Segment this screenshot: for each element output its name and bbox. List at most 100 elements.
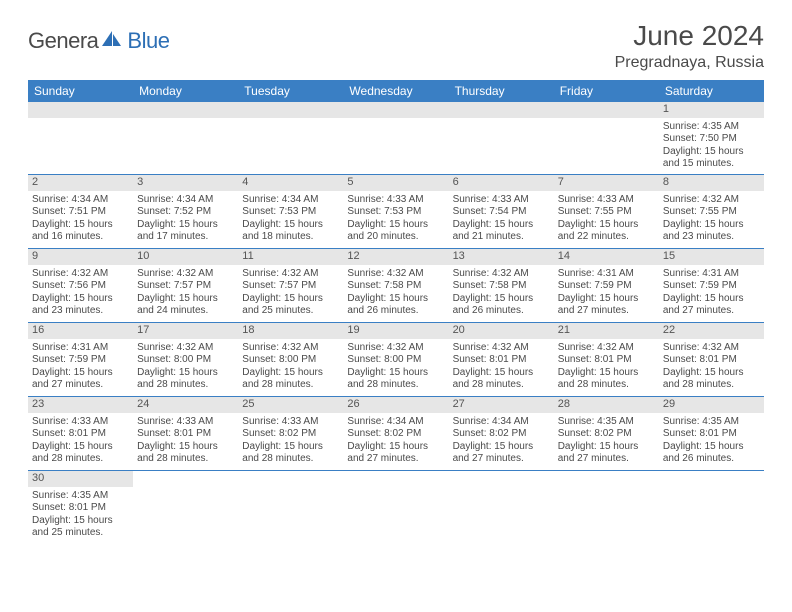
sunrise-text: Sunrise: 4:33 AM [242,416,339,429]
weekday-header-row: Sunday Monday Tuesday Wednesday Thursday… [28,80,764,102]
day-number: 26 [343,397,448,413]
daylight-text: Daylight: 15 hours and 28 minutes. [558,367,655,392]
calendar-cell: 23Sunrise: 4:33 AMSunset: 8:01 PMDayligh… [28,396,133,470]
calendar-cell: 27Sunrise: 4:34 AMSunset: 8:02 PMDayligh… [449,396,554,470]
daylight-text: Daylight: 15 hours and 15 minutes. [663,146,760,171]
weekday-header: Tuesday [238,80,343,102]
calendar-cell: 22Sunrise: 4:32 AMSunset: 8:01 PMDayligh… [659,322,764,396]
sunrise-text: Sunrise: 4:32 AM [347,268,444,281]
calendar-cell: 1Sunrise: 4:35 AMSunset: 7:50 PMDaylight… [659,102,764,174]
header: Genera Blue June 2024 Pregradnaya, Russi… [28,20,764,72]
sunset-text: Sunset: 7:59 PM [558,280,655,293]
daylight-text: Daylight: 15 hours and 16 minutes. [32,219,129,244]
sunrise-text: Sunrise: 4:34 AM [137,194,234,207]
sunset-text: Sunset: 8:02 PM [242,428,339,441]
sunrise-text: Sunrise: 4:34 AM [453,416,550,429]
sunset-text: Sunset: 8:01 PM [663,354,760,367]
sunrise-text: Sunrise: 4:31 AM [663,268,760,281]
day-number: 12 [343,249,448,265]
day-number: 29 [659,397,764,413]
logo-text-general: Genera [28,28,98,54]
daylight-text: Daylight: 15 hours and 28 minutes. [137,441,234,466]
calendar-cell: 8Sunrise: 4:32 AMSunset: 7:55 PMDaylight… [659,174,764,248]
day-number: 11 [238,249,343,265]
calendar-cell [659,470,764,544]
calendar-cell [449,102,554,174]
sunrise-text: Sunrise: 4:32 AM [137,268,234,281]
weekday-header: Sunday [28,80,133,102]
sunrise-text: Sunrise: 4:32 AM [32,268,129,281]
sunrise-text: Sunrise: 4:32 AM [137,342,234,355]
day-number: 1 [659,102,764,118]
calendar-row: 30Sunrise: 4:35 AMSunset: 8:01 PMDayligh… [28,470,764,544]
sunrise-text: Sunrise: 4:32 AM [558,342,655,355]
sunrise-text: Sunrise: 4:33 AM [453,194,550,207]
day-number: 23 [28,397,133,413]
daylight-text: Daylight: 15 hours and 27 minutes. [558,293,655,318]
day-number: 22 [659,323,764,339]
sunrise-text: Sunrise: 4:33 AM [137,416,234,429]
sunrise-text: Sunrise: 4:35 AM [558,416,655,429]
sunset-text: Sunset: 8:02 PM [558,428,655,441]
sunset-text: Sunset: 7:59 PM [32,354,129,367]
sunset-text: Sunset: 7:55 PM [663,206,760,219]
day-number: 19 [343,323,448,339]
sunset-text: Sunset: 7:57 PM [137,280,234,293]
daylight-text: Daylight: 15 hours and 26 minutes. [347,293,444,318]
daylight-text: Daylight: 15 hours and 28 minutes. [242,367,339,392]
calendar-cell: 17Sunrise: 4:32 AMSunset: 8:00 PMDayligh… [133,322,238,396]
sunrise-text: Sunrise: 4:33 AM [558,194,655,207]
calendar-cell: 9Sunrise: 4:32 AMSunset: 7:56 PMDaylight… [28,248,133,322]
sunset-text: Sunset: 7:58 PM [347,280,444,293]
calendar-cell [28,102,133,174]
daylight-text: Daylight: 15 hours and 27 minutes. [558,441,655,466]
calendar-row: 1Sunrise: 4:35 AMSunset: 7:50 PMDaylight… [28,102,764,174]
sunset-text: Sunset: 8:00 PM [347,354,444,367]
day-number: 8 [659,175,764,191]
daylight-text: Daylight: 15 hours and 27 minutes. [347,441,444,466]
sunset-text: Sunset: 7:55 PM [558,206,655,219]
day-number: 28 [554,397,659,413]
calendar-cell: 25 Sunrise: 4:33 AMSunset: 8:02 PMDayligh… [238,396,343,470]
calendar-cell: 26Sunrise: 4:34 AMSunset: 8:02 PMDayligh… [343,396,448,470]
location: Pregradnaya, Russia [615,54,764,72]
sunrise-text: Sunrise: 4:32 AM [453,268,550,281]
sunset-text: Sunset: 8:01 PM [32,428,129,441]
sunset-text: Sunset: 8:00 PM [137,354,234,367]
day-number: 24 [133,397,238,413]
daylight-text: Daylight: 15 hours and 26 minutes. [663,441,760,466]
logo-sail-icon [101,29,123,54]
calendar-cell: 10Sunrise: 4:32 AMSunset: 7:57 PMDayligh… [133,248,238,322]
calendar-cell: 14Sunrise: 4:31 AMSunset: 7:59 PMDayligh… [554,248,659,322]
day-number: 9 [28,249,133,265]
day-number: 2 [28,175,133,191]
calendar-row: 16Sunrise: 4:31 AMSunset: 7:59 PMDayligh… [28,322,764,396]
month-title: June 2024 [615,20,764,52]
calendar-cell: 24Sunrise: 4:33 AMSunset: 8:01 PMDayligh… [133,396,238,470]
calendar-cell: 6Sunrise: 4:33 AMSunset: 7:54 PMDaylight… [449,174,554,248]
calendar-row: 2Sunrise: 4:34 AMSunset: 7:51 PMDaylight… [28,174,764,248]
sunset-text: Sunset: 8:01 PM [32,502,129,515]
sunset-text: Sunset: 7:56 PM [32,280,129,293]
calendar-cell [133,102,238,174]
sunset-text: Sunset: 7:51 PM [32,206,129,219]
calendar-cell [343,470,448,544]
calendar-cell: 19Sunrise: 4:32 AMSunset: 8:00 PMDayligh… [343,322,448,396]
calendar-cell [554,470,659,544]
daylight-text: Daylight: 15 hours and 28 minutes. [137,367,234,392]
calendar-cell [554,102,659,174]
sunset-text: Sunset: 7:57 PM [242,280,339,293]
calendar-cell: 2 Sunrise: 4:34 AMSunset: 7:51 PMDaylight… [28,174,133,248]
calendar-cell [343,102,448,174]
calendar-cell: 5Sunrise: 4:33 AMSunset: 7:53 PMDaylight… [343,174,448,248]
sunrise-text: Sunrise: 4:33 AM [32,416,129,429]
calendar-cell [449,470,554,544]
daylight-text: Daylight: 15 hours and 27 minutes. [663,293,760,318]
sunrise-text: Sunrise: 4:32 AM [347,342,444,355]
day-number: 25 [238,397,343,413]
sunrise-text: Sunrise: 4:34 AM [32,194,129,207]
daylight-text: Daylight: 15 hours and 28 minutes. [242,441,339,466]
sunrise-text: Sunrise: 4:35 AM [663,121,760,134]
day-number: 6 [449,175,554,191]
calendar-row: 23Sunrise: 4:33 AMSunset: 8:01 PMDayligh… [28,396,764,470]
